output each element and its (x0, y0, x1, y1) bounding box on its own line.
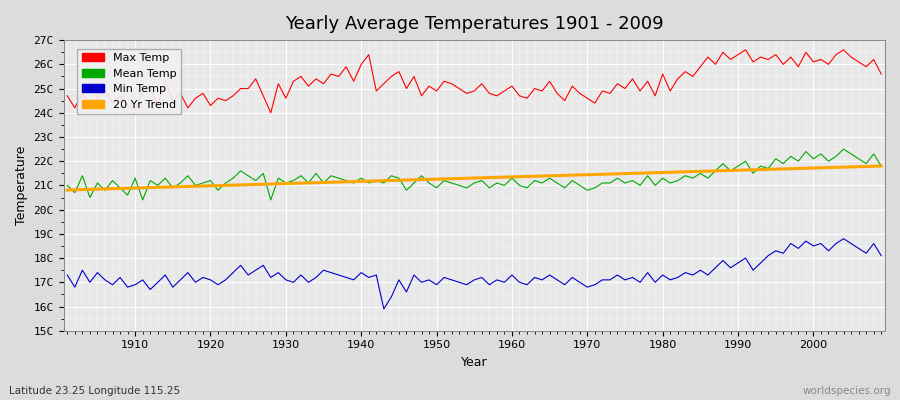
Text: worldspecies.org: worldspecies.org (803, 386, 891, 396)
Y-axis label: Temperature: Temperature (15, 146, 28, 225)
Title: Yearly Average Temperatures 1901 - 2009: Yearly Average Temperatures 1901 - 2009 (285, 15, 663, 33)
X-axis label: Year: Year (461, 356, 488, 369)
Legend: Max Temp, Mean Temp, Min Temp, 20 Yr Trend: Max Temp, Mean Temp, Min Temp, 20 Yr Tre… (77, 48, 181, 114)
Text: Latitude 23.25 Longitude 115.25: Latitude 23.25 Longitude 115.25 (9, 386, 180, 396)
